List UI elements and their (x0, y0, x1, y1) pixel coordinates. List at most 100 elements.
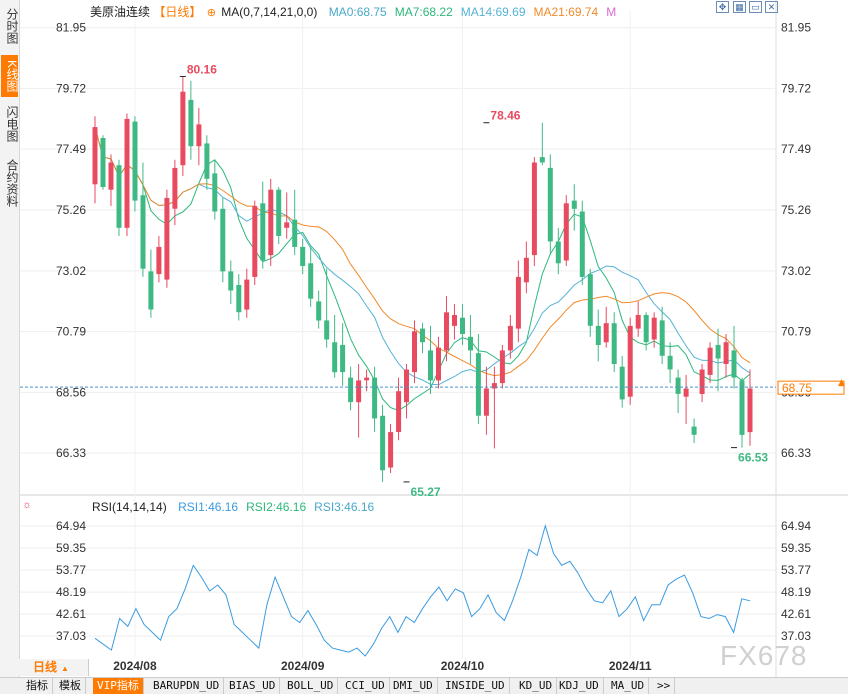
price-tick-right: 77.49 (781, 142, 811, 156)
candle-body (388, 432, 394, 468)
candle-body (236, 285, 242, 313)
candle-body (723, 342, 729, 364)
candle-body (531, 162, 537, 256)
candle-body (468, 336, 473, 351)
candle-body (116, 165, 122, 228)
time-axis-label: 2024/11 (609, 659, 652, 673)
rsi-tick-right: 37.03 (781, 629, 811, 643)
candle-body (555, 241, 561, 264)
rsi-legend-item-1: RSI2:46.16 (246, 500, 307, 514)
candle-body (715, 344, 721, 359)
period-selector[interactable]: 日线 ▲ (19, 659, 89, 676)
candle-body (412, 331, 417, 373)
sidebar-item-flash[interactable]: 闪电图 (5, 106, 19, 142)
price-tick-right: 75.26 (781, 203, 811, 217)
tab-cci-ud[interactable]: CCI_UD (341, 678, 390, 694)
candle-body (316, 301, 322, 321)
tab-bias-ud[interactable]: BIAS_UD (225, 678, 281, 694)
candle-body (372, 377, 378, 419)
candle-body (691, 426, 697, 435)
rsi-legend-item-2: RSI3:46.16 (314, 500, 375, 514)
candle-body (436, 347, 441, 381)
rsi-tick-left: 53.77 (56, 563, 86, 577)
candle-body (180, 91, 186, 166)
current-price-tag (777, 380, 845, 395)
tab-inside-ud[interactable]: INSIDE_UD (441, 678, 510, 694)
view-sidebar: 分时图 K线图 闪电图 合约资料 (0, 0, 20, 677)
window-icon[interactable]: ▭ (749, 1, 762, 13)
price-arrow-icon: ▲ (838, 378, 845, 388)
candle-body (204, 143, 210, 179)
candle-body (587, 274, 593, 326)
candle-body (619, 366, 625, 400)
candle-body (220, 208, 226, 272)
price-tick-left: 70.79 (56, 325, 86, 339)
rsi-legend-item-0: RSI1:46.16 (178, 500, 239, 514)
tab--[interactable]: 模板 (55, 678, 86, 694)
tab-kd-ud[interactable]: KD_UD (515, 678, 558, 694)
price-tick-right: 81.95 (781, 21, 811, 35)
current-price-label: 68.75 (782, 381, 812, 395)
candle-body (651, 317, 657, 340)
crosshair-icon[interactable]: ✥ (716, 1, 729, 13)
rsi-line (94, 523, 751, 657)
watermark-logo: FX678 (720, 640, 808, 671)
candle-body (515, 276, 521, 329)
candle-body (108, 162, 114, 190)
candle-body (188, 99, 194, 147)
candle-body (603, 323, 609, 343)
ma-params[interactable]: MA(0,7,14,21,0,0) (221, 5, 318, 19)
price-tick-right: 79.72 (781, 81, 811, 95)
price-tick-left: 81.95 (56, 21, 86, 35)
candle-body (667, 355, 673, 370)
rsi-tick-left: 59.35 (56, 541, 86, 555)
candle-body (675, 377, 681, 394)
indicator-settings-icon[interactable]: ☼ (22, 499, 33, 511)
grid-icon[interactable]: ▦ (733, 1, 746, 13)
high-price-label: 78.46 (490, 109, 520, 123)
price-tick-left: 66.33 (56, 446, 86, 460)
ma-line-ma14 (94, 126, 751, 386)
candle-body (308, 263, 314, 299)
candle-body (396, 391, 402, 432)
tab--[interactable]: 指标 (22, 678, 53, 694)
tab-kdj-ud[interactable]: KDJ_UD (555, 678, 604, 694)
ma-legend-item-4: M (606, 5, 617, 19)
rsi-tick-right: 53.77 (781, 563, 811, 577)
candle-body (483, 388, 489, 416)
candle-body (507, 325, 513, 351)
sidebar-item-kline[interactable]: K线图 (1, 55, 19, 97)
settings-icon[interactable]: ⊕ (206, 7, 216, 19)
candle-body (643, 315, 649, 343)
tab-barupdn-ud[interactable]: BARUPDN_UD (149, 678, 225, 694)
tab-ma-ud[interactable]: MA_UD (607, 678, 650, 694)
candle-body (635, 315, 641, 329)
low-price-label: 65.27 (411, 485, 441, 499)
indicator-tab-bar: 指标 模板 VIP指标 BARUPDN_UD BIAS_UD BOLL_UD CCI_UD D… (0, 677, 848, 694)
price-tick-right: 73.02 (781, 264, 811, 278)
candlestick-chart[interactable]: 81.95 81.95 79.72 79.72 77.49 77.49 75.26 75.26… (0, 0, 848, 677)
candle-body (563, 203, 569, 261)
tab-boll-ud[interactable]: BOLL_UD (283, 678, 339, 694)
candle-body (228, 271, 234, 291)
candle-body (683, 388, 689, 397)
sidebar-item-contract-info[interactable]: 合约资料 (5, 159, 19, 207)
candle-body (276, 189, 282, 236)
candle-body (212, 173, 218, 212)
time-axis-label: 2024/09 (281, 659, 325, 673)
tab--[interactable]: >> (653, 678, 676, 694)
close-icon[interactable]: ✕ (765, 1, 778, 13)
candle-body (739, 380, 745, 435)
tab-dmi-ud[interactable]: DMI_UD (389, 678, 438, 694)
tab-vip-[interactable]: VIP指标 (93, 678, 144, 694)
candle-body (300, 246, 306, 266)
price-tick-left: 73.02 (56, 264, 86, 278)
candle-body (252, 206, 258, 277)
price-tick-left: 68.56 (56, 385, 86, 399)
candle-body (332, 342, 338, 373)
ma-legend-item-0: MA0:68.75 (328, 5, 387, 19)
candle-body (428, 350, 433, 381)
rsi-params[interactable]: RSI(14,14,14) (92, 500, 167, 514)
sidebar-item-timeshare[interactable]: 分时图 (5, 8, 19, 44)
candle-body (444, 312, 449, 351)
